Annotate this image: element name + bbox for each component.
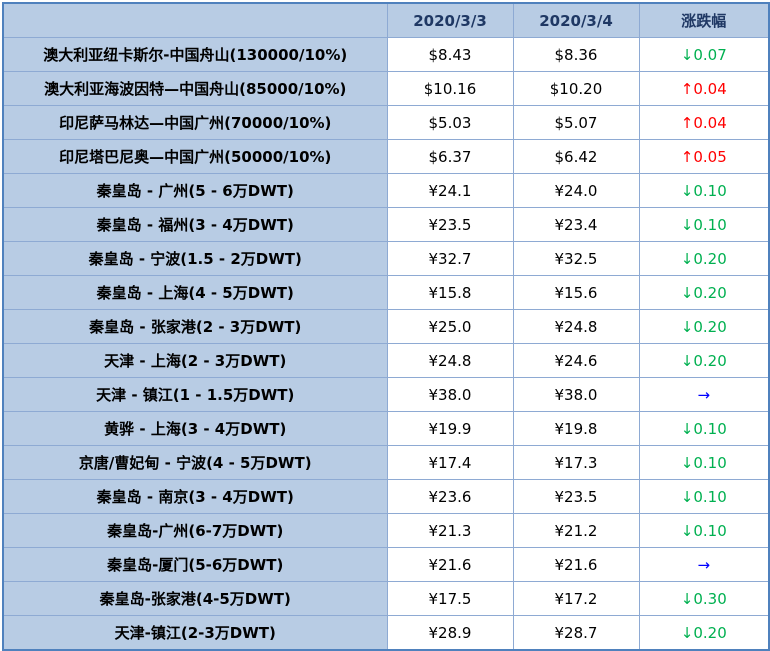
change-cell: ↑0.04 <box>638 105 770 140</box>
header-date-2: 2020/3/4 <box>512 2 640 38</box>
price-cell-date-1: ¥17.5 <box>386 581 514 616</box>
table-row: 天津-镇江(2-3万DWT) ¥28.9 ¥28.7 ↓0.20 <box>2 615 770 651</box>
header-row: 2020/3/3 2020/3/4 涨跌幅 <box>2 2 770 38</box>
table-row: 澳大利亚海波因特—中国舟山(85000/10%) $10.16 $10.20 ↑0.0… <box>2 71 770 106</box>
route-cell: 秦皇岛 - 福州(3 - 4万DWT) <box>2 207 388 242</box>
price-cell-date-2: ¥17.2 <box>512 581 640 616</box>
price-cell-date-2: ¥23.4 <box>512 207 640 242</box>
header-change: 涨跌幅 <box>638 2 770 38</box>
price-cell-date-1: ¥38.0 <box>386 377 514 412</box>
route-cell: 天津-镇江(2-3万DWT) <box>2 615 388 651</box>
price-cell-date-1: ¥21.3 <box>386 513 514 548</box>
change-cell: ↓0.20 <box>638 241 770 276</box>
change-cell: ↓0.20 <box>638 615 770 651</box>
route-cell: 黄骅 - 上海(3 - 4万DWT) <box>2 411 388 446</box>
route-cell: 印尼塔巴尼奥—中国广州(50000/10%) <box>2 139 388 174</box>
price-cell-date-1: ¥32.7 <box>386 241 514 276</box>
change-cell: ↑0.04 <box>638 71 770 106</box>
route-cell: 印尼萨马林达—中国广州(70000/10%) <box>2 105 388 140</box>
table-row: 秦皇岛 - 广州(5 - 6万DWT) ¥24.1 ¥24.0 ↓0.10 <box>2 173 770 208</box>
price-cell-date-2: ¥15.6 <box>512 275 640 310</box>
table-row: 秦皇岛-广州(6-7万DWT) ¥21.3 ¥21.2 ↓0.10 <box>2 513 770 548</box>
price-cell-date-1: $6.37 <box>386 139 514 174</box>
route-cell: 秦皇岛 - 南京(3 - 4万DWT) <box>2 479 388 514</box>
price-cell-date-2: ¥23.5 <box>512 479 640 514</box>
header-route <box>2 2 388 38</box>
table-row: 秦皇岛 - 福州(3 - 4万DWT) ¥23.5 ¥23.4 ↓0.10 <box>2 207 770 242</box>
table-row: 秦皇岛 - 南京(3 - 4万DWT) ¥23.6 ¥23.5 ↓0.10 <box>2 479 770 514</box>
change-cell: ↓0.10 <box>638 173 770 208</box>
route-cell: 秦皇岛 - 上海(4 - 5万DWT) <box>2 275 388 310</box>
change-cell: ↓0.10 <box>638 513 770 548</box>
change-cell: ↓0.10 <box>638 445 770 480</box>
change-cell: ↓0.10 <box>638 411 770 446</box>
price-cell-date-2: $5.07 <box>512 105 640 140</box>
route-cell: 天津 - 镇江(1 - 1.5万DWT) <box>2 377 388 412</box>
price-cell-date-1: ¥21.6 <box>386 547 514 582</box>
change-cell: ↓0.07 <box>638 37 770 72</box>
table-row: 天津 - 镇江(1 - 1.5万DWT) ¥38.0 ¥38.0 → <box>2 377 770 412</box>
price-cell-date-2: ¥19.8 <box>512 411 640 446</box>
price-cell-date-1: ¥24.8 <box>386 343 514 378</box>
table-row: 秦皇岛-张家港(4-5万DWT) ¥17.5 ¥17.2 ↓0.30 <box>2 581 770 616</box>
table-row: 京唐/曹妃甸 - 宁波(4 - 5万DWT) ¥17.4 ¥17.3 ↓0.10 <box>2 445 770 480</box>
price-cell-date-1: ¥25.0 <box>386 309 514 344</box>
price-cell-date-1: ¥23.6 <box>386 479 514 514</box>
table-row: 天津 - 上海(2 - 3万DWT) ¥24.8 ¥24.6 ↓0.20 <box>2 343 770 378</box>
route-cell: 秦皇岛 - 广州(5 - 6万DWT) <box>2 173 388 208</box>
price-cell-date-2: ¥24.6 <box>512 343 640 378</box>
change-cell: ↑0.05 <box>638 139 770 174</box>
price-cell-date-2: ¥28.7 <box>512 615 640 651</box>
route-cell: 秦皇岛 - 张家港(2 - 3万DWT) <box>2 309 388 344</box>
price-cell-date-2: ¥21.2 <box>512 513 640 548</box>
table-row: 澳大利亚纽卡斯尔-中国舟山(130000/10%) $8.43 $8.36 ↓0.07 <box>2 37 770 72</box>
price-cell-date-1: ¥15.8 <box>386 275 514 310</box>
price-cell-date-2: $8.36 <box>512 37 640 72</box>
price-cell-date-2: ¥21.6 <box>512 547 640 582</box>
price-cell-date-1: $10.16 <box>386 71 514 106</box>
price-cell-date-2: $10.20 <box>512 71 640 106</box>
price-cell-date-2: ¥24.8 <box>512 309 640 344</box>
change-cell: ↓0.20 <box>638 309 770 344</box>
route-cell: 澳大利亚纽卡斯尔-中国舟山(130000/10%) <box>2 37 388 72</box>
table-row: 秦皇岛-厦门(5-6万DWT) ¥21.6 ¥21.6 → <box>2 547 770 582</box>
table-row: 秦皇岛 - 宁波(1.5 - 2万DWT) ¥32.7 ¥32.5 ↓0.20 <box>2 241 770 276</box>
change-cell: ↓0.10 <box>638 479 770 514</box>
price-cell-date-2: ¥24.0 <box>512 173 640 208</box>
table-row: 黄骅 - 上海(3 - 4万DWT) ¥19.9 ¥19.8 ↓0.10 <box>2 411 770 446</box>
price-cell-date-1: ¥17.4 <box>386 445 514 480</box>
change-cell: → <box>638 377 770 412</box>
table-row: 印尼塔巴尼奥—中国广州(50000/10%) $6.37 $6.42 ↑0.05 <box>2 139 770 174</box>
price-cell-date-2: ¥32.5 <box>512 241 640 276</box>
route-cell: 天津 - 上海(2 - 3万DWT) <box>2 343 388 378</box>
route-cell: 京唐/曹妃甸 - 宁波(4 - 5万DWT) <box>2 445 388 480</box>
price-cell-date-2: ¥17.3 <box>512 445 640 480</box>
change-cell: ↓0.20 <box>638 275 770 310</box>
change-cell: ↓0.20 <box>638 343 770 378</box>
price-cell-date-2: ¥38.0 <box>512 377 640 412</box>
header-date-1: 2020/3/3 <box>386 2 514 38</box>
table-row: 秦皇岛 - 上海(4 - 5万DWT) ¥15.8 ¥15.6 ↓0.20 <box>2 275 770 310</box>
price-cell-date-1: ¥23.5 <box>386 207 514 242</box>
price-cell-date-2: $6.42 <box>512 139 640 174</box>
change-cell: → <box>638 547 770 582</box>
price-cell-date-1: ¥24.1 <box>386 173 514 208</box>
route-cell: 澳大利亚海波因特—中国舟山(85000/10%) <box>2 71 388 106</box>
price-cell-date-1: $8.43 <box>386 37 514 72</box>
route-cell: 秦皇岛-厦门(5-6万DWT) <box>2 547 388 582</box>
change-cell: ↓0.10 <box>638 207 770 242</box>
price-cell-date-1: $5.03 <box>386 105 514 140</box>
table-row: 印尼萨马林达—中国广州(70000/10%) $5.03 $5.07 ↑0.04 <box>2 105 770 140</box>
route-cell: 秦皇岛-广州(6-7万DWT) <box>2 513 388 548</box>
route-cell: 秦皇岛 - 宁波(1.5 - 2万DWT) <box>2 241 388 276</box>
price-cell-date-1: ¥19.9 <box>386 411 514 446</box>
route-cell: 秦皇岛-张家港(4-5万DWT) <box>2 581 388 616</box>
table-row: 秦皇岛 - 张家港(2 - 3万DWT) ¥25.0 ¥24.8 ↓0.20 <box>2 309 770 344</box>
price-cell-date-1: ¥28.9 <box>386 615 514 651</box>
change-cell: ↓0.30 <box>638 581 770 616</box>
